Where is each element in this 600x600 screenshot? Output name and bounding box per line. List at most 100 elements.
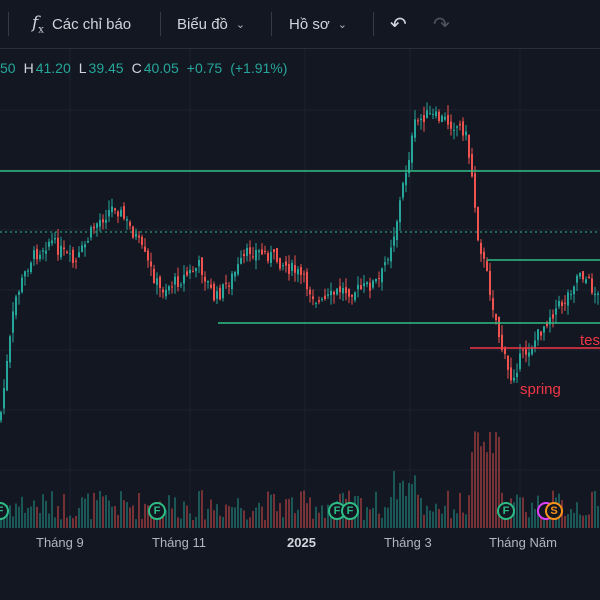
candle-body	[174, 276, 176, 285]
candle-body	[384, 262, 386, 266]
volume-bar	[462, 512, 464, 528]
volume-bar	[285, 499, 287, 528]
volume-bar	[93, 492, 95, 528]
candle-body	[45, 250, 47, 254]
candle-body	[567, 292, 569, 306]
candle-body	[255, 249, 257, 261]
candle-body	[435, 111, 437, 117]
candle-body	[495, 313, 497, 321]
candle-body	[582, 271, 584, 280]
volume-bar	[177, 517, 179, 528]
candle-body	[258, 250, 260, 253]
volume-bar	[138, 492, 140, 528]
candle-body	[81, 245, 83, 253]
candle-body	[108, 210, 110, 217]
event-marker[interactable]: F	[148, 502, 166, 520]
candle-body	[468, 135, 470, 158]
candle-body	[279, 257, 281, 269]
event-marker[interactable]: F	[341, 502, 359, 520]
candle-body	[141, 236, 143, 245]
volume-bar	[372, 508, 374, 528]
candle-body	[222, 284, 224, 299]
candle-body	[525, 349, 527, 355]
candle-body	[519, 353, 521, 370]
candle-body	[168, 286, 170, 291]
volume-bar	[204, 519, 206, 528]
event-marker[interactable]: F	[497, 502, 515, 520]
candle-body	[351, 294, 353, 297]
candle-body	[150, 261, 152, 267]
volume-bar	[201, 490, 203, 528]
volume-bar	[240, 508, 242, 528]
volume-bar	[435, 503, 437, 528]
close-value: 40.05	[143, 60, 179, 76]
volume-bar	[402, 480, 404, 528]
volume-bar	[87, 493, 89, 528]
volume-bar	[267, 491, 269, 528]
candle-body	[24, 271, 26, 277]
candle-body	[267, 253, 269, 262]
volume-bar	[237, 498, 239, 528]
candle-body	[300, 267, 302, 275]
volume-bar	[219, 515, 221, 528]
candle-body	[153, 268, 155, 284]
volume-bar	[294, 513, 296, 528]
volume-bar	[588, 514, 590, 528]
candle-body	[324, 295, 326, 300]
volume-bar	[309, 497, 311, 528]
candle-body	[204, 276, 206, 282]
volume-bar	[495, 432, 497, 528]
volume-bar	[18, 506, 20, 528]
candle-body	[483, 251, 485, 259]
volume-bar	[528, 517, 530, 528]
candle-body	[36, 248, 38, 260]
event-marker[interactable]: S	[545, 502, 563, 520]
volume-bar	[531, 502, 533, 528]
x-tick-label: Tháng 9	[36, 535, 84, 550]
low-label: L	[78, 60, 87, 76]
annotation-spring[interactable]: spring	[520, 381, 561, 398]
candle-body	[444, 116, 446, 120]
candle-body	[537, 329, 539, 340]
candle-body	[282, 265, 284, 267]
profile-dropdown[interactable]: Hồ sơ ⌄	[289, 0, 347, 48]
candle-body	[432, 114, 434, 116]
volume-bar	[78, 507, 80, 528]
volume-bar	[534, 509, 536, 528]
candle-body	[6, 360, 8, 391]
candle-body	[102, 219, 104, 223]
candle-body	[165, 289, 167, 297]
candle-body	[330, 290, 332, 296]
volume-bar	[507, 518, 509, 528]
candle-body	[231, 273, 233, 290]
candle-body	[87, 240, 89, 243]
volume-bar	[459, 492, 461, 528]
candle-body	[135, 233, 137, 237]
candle-body	[312, 296, 314, 300]
candle-body	[129, 221, 131, 227]
function-icon: fx	[32, 12, 44, 36]
candle-body	[516, 372, 518, 378]
volume-bar	[312, 518, 314, 528]
indicators-button[interactable]: fx Các chỉ báo	[32, 0, 131, 48]
redo-icon[interactable]: ↷	[433, 13, 450, 36]
volume-bar	[129, 507, 131, 528]
volume-bar	[135, 519, 137, 528]
volume-bar	[249, 517, 251, 528]
volume-bar	[105, 495, 107, 528]
candle-body	[345, 287, 347, 294]
candle-body	[180, 284, 182, 286]
volume-bar	[477, 432, 479, 528]
undo-icon[interactable]: ↶	[390, 13, 407, 36]
candle-body	[315, 303, 317, 305]
annotation-test[interactable]: tes	[580, 332, 600, 349]
volume-bar	[264, 519, 266, 528]
volume-bar	[114, 505, 116, 528]
candle-body	[585, 279, 587, 284]
candle-body	[96, 223, 98, 228]
candle-body	[360, 285, 362, 290]
volume-bar	[594, 490, 596, 528]
chart-type-dropdown[interactable]: Biểu đồ ⌄	[177, 0, 245, 48]
volume-bar	[396, 499, 398, 528]
